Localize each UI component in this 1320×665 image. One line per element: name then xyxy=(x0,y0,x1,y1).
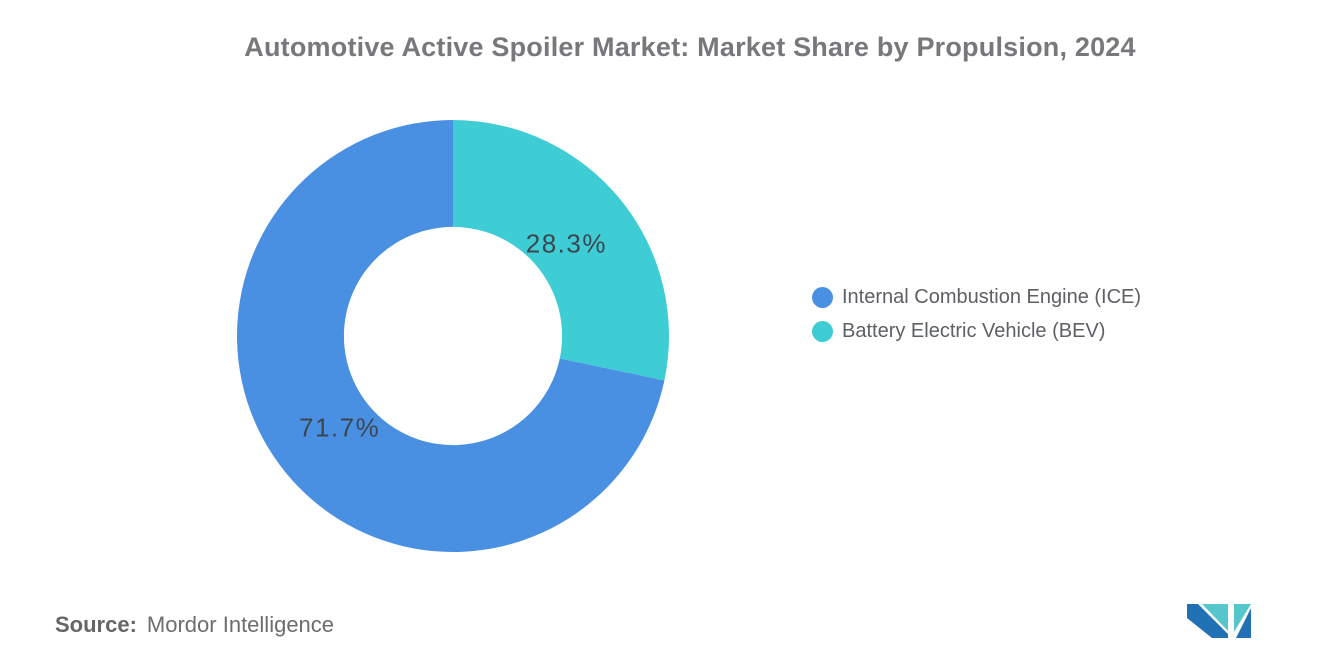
legend: Internal Combustion Engine (ICE) Battery… xyxy=(812,286,1141,354)
legend-item-bev: Battery Electric Vehicle (BEV) xyxy=(812,320,1141,343)
chart-title: Automotive Active Spoiler Market: Market… xyxy=(244,32,1136,62)
legend-swatch-bev-icon xyxy=(812,321,833,342)
source-line: Source: Mordor Intelligence xyxy=(55,612,334,638)
legend-item-ice: Internal Combustion Engine (ICE) xyxy=(812,286,1141,309)
source-name: Mordor Intelligence xyxy=(146,612,335,637)
slice-label: 28.3% xyxy=(525,228,607,259)
donut-slice xyxy=(237,120,665,552)
source-prefix: Source: xyxy=(55,612,137,637)
donut-chart: 28.3% 71.7% xyxy=(237,120,669,552)
legend-label-ice: Internal Combustion Engine (ICE) xyxy=(842,286,1142,308)
donut-svg xyxy=(237,120,669,552)
mordor-intelligence-logo xyxy=(1187,604,1252,638)
legend-label-bev: Battery Electric Vehicle (BEV) xyxy=(842,320,1106,342)
mordor-logo-icon xyxy=(1187,604,1251,638)
donut-slice xyxy=(453,120,669,381)
legend-swatch-ice-icon xyxy=(812,287,833,308)
slice-label: 71.7% xyxy=(298,412,381,443)
